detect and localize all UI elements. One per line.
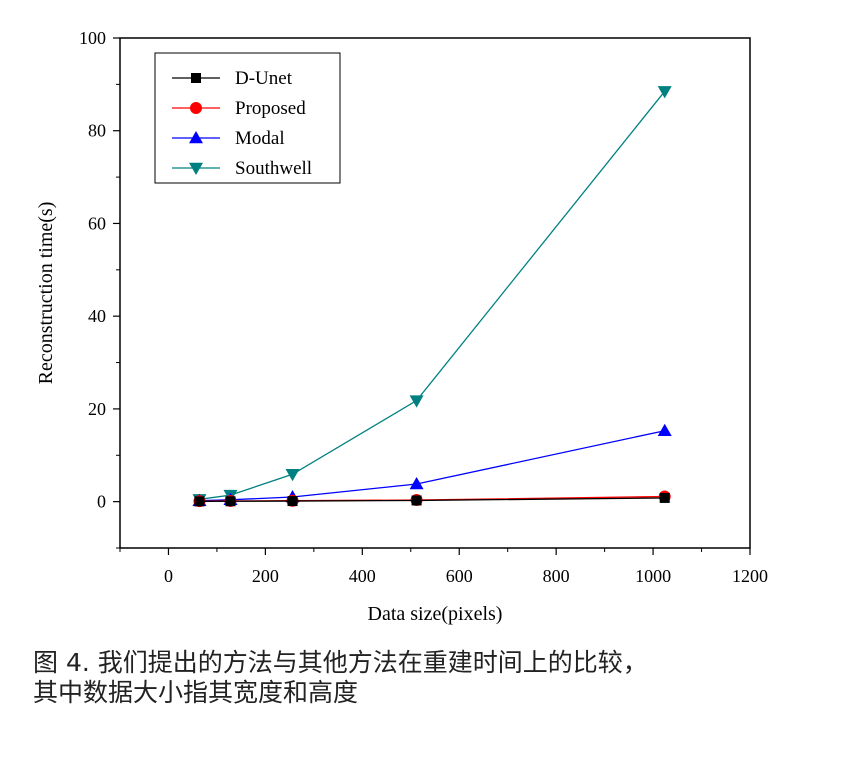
- x-tick-label: 600: [446, 566, 473, 586]
- data-point: [657, 86, 672, 99]
- data-point: [194, 496, 205, 507]
- series-modal: [192, 423, 672, 506]
- data-point: [659, 492, 670, 503]
- series-line: [199, 430, 665, 502]
- legend-label: Southwell: [235, 158, 312, 179]
- x-tick-label: 1000: [635, 566, 671, 586]
- x-tick-label: 800: [543, 566, 570, 586]
- x-tick-label: 400: [349, 566, 376, 586]
- x-tick-label: 200: [252, 566, 279, 586]
- y-axis-label: Reconstruction time(s): [35, 202, 57, 385]
- data-point: [657, 423, 672, 436]
- caption-line-2: 其中数据大小指其宽度和高度: [33, 678, 359, 707]
- legend: D-Unet Proposed Modal Southwell: [154, 52, 341, 184]
- figure-caption: 图 4. 我们提出的方法与其他方法在重建时间上的比较， 其中数据大小指其宽度和高…: [33, 648, 833, 708]
- legend-label: Proposed: [235, 98, 306, 119]
- legend-marker: [189, 162, 203, 175]
- plot-area: [119, 37, 751, 549]
- data-point: [225, 496, 236, 507]
- y-tick-label: 40: [88, 306, 106, 326]
- legend-label: Modal: [235, 128, 285, 149]
- y-tick-label: 0: [97, 492, 106, 512]
- caption-line-1: 图 4. 我们提出的方法与其他方法在重建时间上的比较，: [33, 648, 648, 677]
- legend-label: D-Unet: [235, 68, 293, 89]
- y-tick-label: 80: [88, 121, 106, 141]
- y-tick-label: 100: [79, 28, 106, 48]
- x-tick-label: 0: [164, 566, 173, 586]
- legend-marker: [191, 73, 201, 83]
- series-d-unet: [194, 492, 670, 507]
- data-point: [285, 469, 300, 482]
- y-axis-ticks: 0 20 40 60 80 100: [79, 28, 120, 549]
- legend-marker: [189, 131, 203, 144]
- x-tick-label: 1200: [732, 566, 768, 586]
- data-point: [411, 495, 422, 506]
- data-point: [409, 395, 424, 408]
- y-tick-label: 60: [88, 213, 106, 233]
- data-point: [287, 496, 298, 507]
- reconstruction-time-chart: 0 200 400 600 800 1000 1200 0 20 40 60 80 100 Data …: [35, 28, 768, 625]
- legend-marker: [190, 102, 202, 114]
- y-tick-label: 20: [88, 399, 106, 419]
- data-point: [409, 477, 424, 490]
- x-axis-ticks: 0 200 400 600 800 1000 1200: [119, 548, 768, 586]
- legend-box: [154, 52, 341, 184]
- data-series: [192, 86, 672, 508]
- x-axis-label: Data size(pixels): [368, 603, 503, 625]
